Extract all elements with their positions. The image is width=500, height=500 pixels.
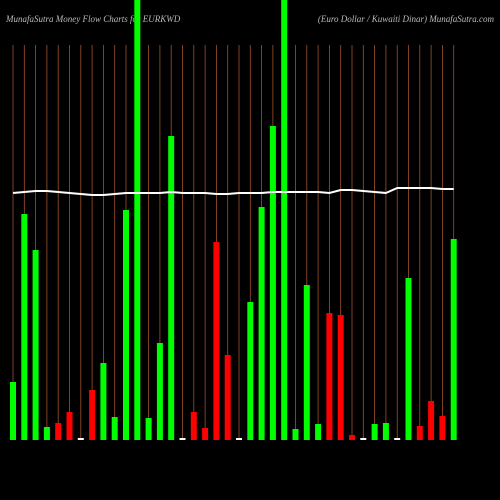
bar [236,438,242,440]
bar [168,136,175,440]
money-flow-line [12,187,454,196]
bar [450,239,457,440]
bar [315,424,322,440]
bar [371,424,378,440]
bar [349,435,355,440]
bar [224,355,231,440]
bar [32,250,39,440]
bar [326,313,333,440]
bar [202,428,209,440]
bar [145,418,152,440]
bar [43,427,50,440]
bar [428,401,435,440]
bar [134,0,141,440]
bar [190,412,197,440]
bar [360,438,367,440]
bar [394,438,401,440]
bar [111,417,118,440]
bar [405,278,412,440]
bar [156,343,163,440]
bar [439,416,446,440]
bar [66,412,73,440]
bar [337,315,344,440]
bar [10,382,16,440]
bar [258,207,265,440]
bar [179,438,186,440]
bar [281,0,288,440]
chart-title: MunafaSutra Money Flow Charts for EURKWD [5,14,181,24]
bar [123,210,129,440]
bar [100,363,107,440]
bar [416,426,423,440]
bar [269,126,276,440]
bar [89,390,96,440]
bar [247,302,254,440]
chart-subtitle: (Euro Dollar / Kuwaiti Dinar) MunafaSutr… [318,14,495,24]
bar [382,423,389,440]
bar [213,242,220,440]
bar [292,429,299,440]
bar [303,285,310,440]
bar [77,438,84,440]
bar [21,214,28,440]
bar [55,423,62,440]
